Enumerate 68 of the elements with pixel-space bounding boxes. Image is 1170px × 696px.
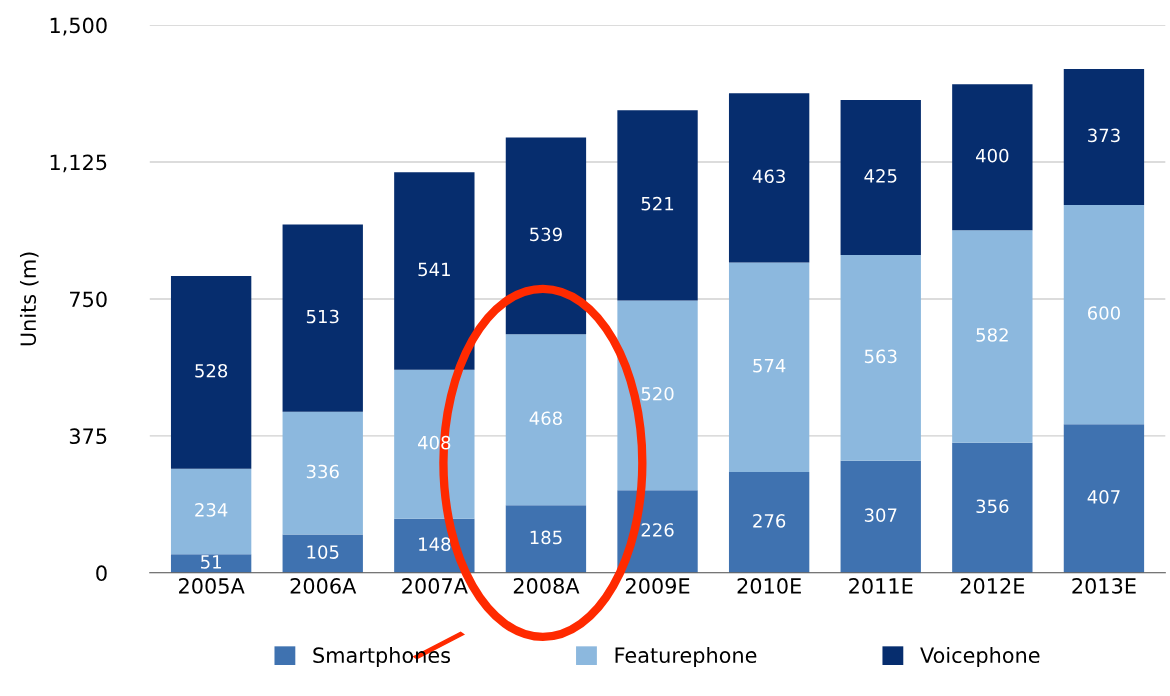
data-label: 463 [752,169,785,184]
legend-label: Featurephone [615,646,757,668]
bar [952,442,1033,573]
bar [505,505,587,573]
bar [1063,424,1145,573]
data-label: 520 [641,386,674,401]
bar [728,93,810,263]
data-label: 105 [307,545,339,559]
legend-label: Voicephone [920,646,1040,668]
legend-label: Smartphones [313,646,451,668]
bar [282,534,363,573]
data-label: 528 [195,363,228,378]
y-tick-label: 0 [96,565,107,582]
bar [170,275,252,469]
x-tick-label: 2006A [290,578,357,594]
bar [840,255,921,461]
x-tick-label: 2008A [513,578,580,594]
data-label: 539 [530,227,562,242]
bar [617,110,698,301]
y-tick-label: 375 [69,428,107,445]
bar [952,230,1033,443]
data-label: 400 [975,148,1009,163]
data-label: 51 [201,555,221,569]
data-label: 541 [418,262,450,277]
data-label: 563 [864,349,897,364]
data-label: 582 [976,328,1008,342]
data-label: 226 [641,523,674,537]
x-tick-label: 2005A [179,578,245,594]
bar [282,411,363,535]
x-tick-label: 2009E [625,578,690,594]
data-label: 407 [1087,490,1120,504]
data-label: 148 [419,537,451,552]
bar [1063,68,1145,206]
bar [505,137,587,335]
y-tick-label: 1,125 [50,154,107,173]
data-label: 600 [1087,306,1120,320]
bar [617,300,698,491]
bar [170,554,252,573]
x-tick-label: 2007A [402,578,468,594]
data-label: 307 [864,508,897,522]
bar [1063,205,1145,425]
data-label: 185 [530,530,562,545]
data-label: 521 [641,196,674,211]
bar [282,224,363,412]
data-label: 356 [976,499,1009,514]
y-tick-label: 1,500 [50,17,107,36]
data-label: 276 [753,514,786,528]
y-tick-label: 750 [70,291,107,308]
data-label: 336 [306,464,339,479]
x-tick-label: 2010E [737,578,801,594]
bar [840,99,921,256]
bar [728,262,810,473]
bar [170,468,252,555]
data-label: 425 [864,169,897,183]
data-label: 513 [306,309,339,324]
bar [952,84,1033,231]
bar [394,172,475,370]
data-label: 373 [1088,128,1120,143]
y-axis-title: Units (m) [19,252,39,346]
data-label: 234 [195,503,228,517]
data-label: 574 [753,359,786,373]
bar [840,460,921,573]
bar [728,472,810,573]
x-tick-label: 2012E [960,578,1025,594]
bar [505,334,587,506]
x-tick-label: 2011E [849,578,913,594]
data-label: 468 [529,411,562,426]
x-tick-label: 2013E [1072,578,1136,594]
